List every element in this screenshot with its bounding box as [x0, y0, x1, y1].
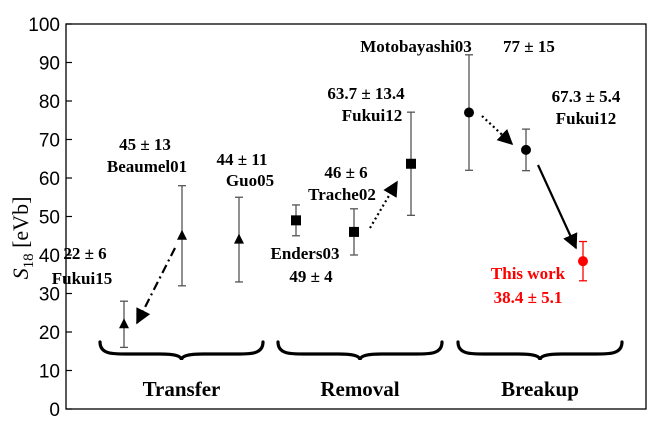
point-name-label: Guo05 — [226, 171, 274, 190]
plot-axes — [65, 23, 647, 410]
triangle-marker — [119, 318, 129, 329]
circle-marker — [578, 256, 588, 267]
point-name-label: Motobayashi03 — [360, 37, 471, 56]
y-tick-label: 70 — [39, 131, 60, 152]
y-axis-label: S18 [eVb] — [8, 197, 37, 280]
value-label: 45 ± 13 — [119, 135, 171, 154]
y-tick-label: 100 — [28, 15, 60, 36]
y-tick-label: 50 — [39, 208, 60, 229]
point-name-label: Fukui15 — [52, 269, 112, 288]
y-tick-label: 20 — [39, 323, 60, 344]
point-annotations: 22 ± 6 Fukui15 45 ± 13 Beaumel01 44 ± 11 Guo0… — [52, 37, 621, 307]
value-label: 77 ± 15 — [503, 37, 555, 56]
y-tick-label: 0 — [49, 400, 60, 421]
trend-arrows — [136, 115, 578, 325]
triangle-marker — [177, 229, 187, 240]
group-label-breakup: Breakup — [501, 377, 579, 401]
value-label: 63.7 ± 13.4 — [327, 84, 405, 103]
data-point-fukui12 — [406, 111, 416, 216]
y-tick-label: 90 — [39, 54, 60, 75]
y-tick-label: 60 — [39, 169, 60, 190]
data-points — [119, 54, 588, 349]
arrow-solid — [536, 164, 578, 250]
point-name-label: This work — [491, 264, 566, 283]
triangle-marker — [234, 233, 244, 244]
data-point-fukui12 — [521, 128, 531, 172]
value-label: 49 ± 4 — [289, 267, 333, 286]
point-name-label: Beaumel01 — [107, 157, 187, 176]
arrow-dotted — [369, 180, 398, 229]
brace-breakup — [456, 340, 624, 361]
group-braces: Transfer Removal Breakup — [98, 340, 624, 401]
data-point-fukui15 — [119, 300, 129, 349]
point-name-label: Fukui12 — [342, 106, 402, 125]
value-label: 44 ± 11 — [217, 150, 268, 169]
group-label-transfer: Transfer — [143, 377, 221, 401]
data-point-beaumel01 — [177, 185, 187, 287]
y-ticks: 0 10 20 30 40 50 60 70 80 90 100 — [28, 15, 72, 421]
arrow-dash-dot — [136, 247, 176, 325]
value-label: 46 ± 6 — [324, 163, 367, 182]
square-marker — [291, 215, 301, 226]
group-label-removal: Removal — [320, 377, 399, 401]
plot-frame — [65, 23, 647, 410]
data-point-guo05 — [234, 196, 244, 283]
y-tick-label: 40 — [39, 246, 60, 267]
point-name-label: Enders03 — [271, 244, 340, 263]
data-point-this-work — [578, 240, 588, 282]
data-point-trache02 — [349, 208, 359, 256]
arrow-dotted — [481, 115, 514, 146]
value-label: 22 ± 6 — [63, 244, 106, 263]
circle-marker — [464, 107, 474, 118]
y-tick-label: 10 — [39, 362, 60, 383]
square-marker — [406, 158, 416, 169]
data-point-motobayashi03 — [464, 54, 474, 171]
value-label: 67.3 ± 5.4 — [552, 87, 621, 106]
brace-transfer — [98, 340, 265, 361]
y-tick-label: 30 — [39, 285, 60, 306]
circle-marker — [521, 144, 531, 155]
square-marker — [349, 226, 359, 237]
value-label: 38.4 ± 5.1 — [494, 288, 563, 307]
data-point-enders03 — [291, 204, 301, 237]
point-name-label: Trache02 — [308, 185, 376, 204]
point-name-label: Fukui12 — [556, 109, 616, 128]
brace-removal — [276, 340, 444, 361]
y-tick-label: 80 — [39, 92, 60, 113]
